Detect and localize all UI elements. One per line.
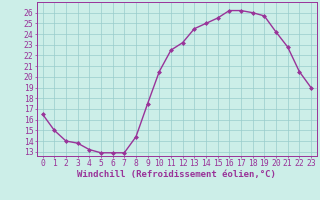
X-axis label: Windchill (Refroidissement éolien,°C): Windchill (Refroidissement éolien,°C) [77, 170, 276, 179]
